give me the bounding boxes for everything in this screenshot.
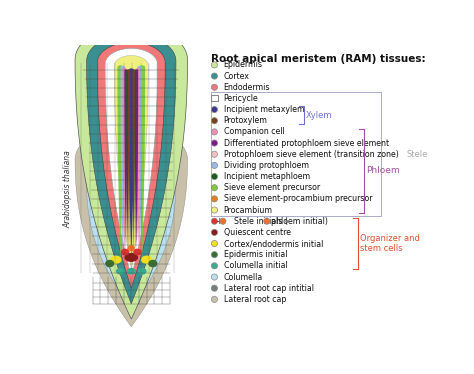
Text: Epidermis initial: Epidermis initial [224,250,287,259]
Circle shape [264,218,270,224]
Circle shape [211,296,218,303]
Ellipse shape [149,260,157,267]
Bar [211,95,218,101]
Polygon shape [97,42,165,288]
Text: Xylem: Xylem [306,111,333,120]
Polygon shape [75,126,188,327]
Polygon shape [132,70,135,256]
Text: Stele initials (: Stele initials ( [234,217,288,226]
Text: Quiescent centre: Quiescent centre [224,228,291,237]
Polygon shape [105,48,157,277]
Bar [211,92,381,216]
Text: Differentiated protophloem sieve element: Differentiated protophloem sieve element [224,138,389,148]
Circle shape [211,285,218,291]
Circle shape [211,129,218,135]
Text: Epidermis: Epidermis [224,60,263,70]
Ellipse shape [138,269,146,274]
Circle shape [211,107,218,113]
Polygon shape [137,68,140,254]
Polygon shape [114,55,148,269]
Polygon shape [87,156,176,307]
Text: Lateral root cap: Lateral root cap [224,295,286,304]
Text: Companion cell: Companion cell [224,128,284,137]
Polygon shape [126,70,128,250]
Polygon shape [134,70,137,250]
Polygon shape [75,26,188,319]
Text: Incipient metaphloem: Incipient metaphloem [224,172,310,181]
Circle shape [211,162,218,168]
Circle shape [211,151,218,157]
Text: Cortex: Cortex [224,71,249,80]
Polygon shape [128,70,130,256]
Circle shape [211,84,218,90]
Circle shape [211,207,218,213]
Ellipse shape [111,256,121,263]
Text: Cortex/endodermis initial: Cortex/endodermis initial [224,239,323,248]
Text: Arabidopsis thaliana: Arabidopsis thaliana [64,150,73,228]
Text: Root apical meristem (RAM) tissues:: Root apical meristem (RAM) tissues: [211,54,426,64]
Polygon shape [87,34,176,304]
Circle shape [220,218,226,224]
Polygon shape [124,69,128,250]
Circle shape [211,185,218,191]
Circle shape [211,118,218,124]
Ellipse shape [125,254,137,261]
Circle shape [211,140,218,146]
Circle shape [211,274,218,280]
Text: Sieve element-procambium precursor: Sieve element-procambium precursor [224,194,372,203]
Circle shape [211,240,218,246]
Text: Stele: Stele [407,150,428,159]
Circle shape [211,62,218,68]
Polygon shape [139,65,145,261]
Text: Columella: Columella [224,273,263,282]
Ellipse shape [134,249,141,255]
Text: Protoxylem: Protoxylem [224,116,267,125]
Text: Phloem: Phloem [366,166,400,175]
Polygon shape [135,69,138,250]
Text: Incipient metaxylem: Incipient metaxylem [224,105,304,114]
Circle shape [211,196,218,202]
Polygon shape [118,65,124,261]
Circle shape [211,174,218,180]
Polygon shape [120,66,125,257]
Circle shape [211,73,218,79]
Circle shape [211,263,218,269]
Ellipse shape [142,256,152,263]
Ellipse shape [122,249,128,255]
Ellipse shape [128,269,135,274]
Text: Dividing protophloem: Dividing protophloem [224,161,309,170]
Ellipse shape [128,246,134,251]
Text: Sieve element precursor: Sieve element precursor [224,183,320,192]
Text: Endodermis: Endodermis [224,83,270,92]
Circle shape [211,229,218,236]
Text: Organizer and
stem cells: Organizer and stem cells [360,234,420,253]
Polygon shape [137,66,142,257]
Text: Lateral root cap intitial: Lateral root cap intitial [224,284,314,293]
Text: +: + [216,217,222,226]
Text: Columella initial: Columella initial [224,261,287,270]
Ellipse shape [106,260,114,267]
Text: Protophloem sieve element (transition zone): Protophloem sieve element (transition zo… [224,150,399,159]
Text: phloem initial): phloem initial) [272,217,328,226]
Text: Pericycle: Pericycle [224,94,258,103]
Polygon shape [122,68,126,254]
Ellipse shape [117,269,124,274]
Circle shape [211,252,218,258]
Polygon shape [128,68,134,257]
Text: Procambium: Procambium [224,206,273,215]
Circle shape [211,218,218,224]
